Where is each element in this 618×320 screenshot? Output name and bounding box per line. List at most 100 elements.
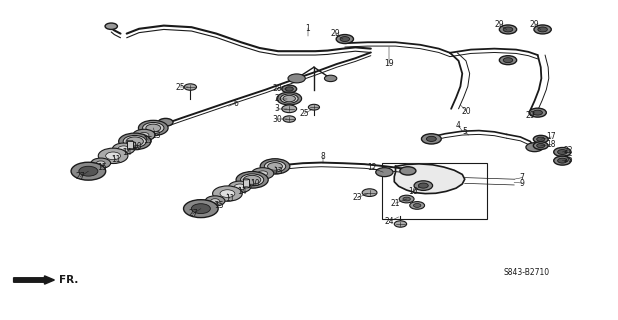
Circle shape bbox=[258, 171, 268, 176]
Circle shape bbox=[184, 200, 218, 218]
Circle shape bbox=[283, 95, 295, 102]
Text: 10: 10 bbox=[250, 180, 260, 188]
Circle shape bbox=[324, 75, 337, 82]
Text: 11: 11 bbox=[111, 156, 121, 164]
Text: 16: 16 bbox=[408, 188, 418, 196]
Circle shape bbox=[265, 161, 286, 172]
Polygon shape bbox=[14, 276, 54, 284]
Text: 18: 18 bbox=[546, 140, 556, 149]
Circle shape bbox=[146, 124, 161, 132]
Circle shape bbox=[192, 204, 210, 213]
Circle shape bbox=[96, 161, 105, 165]
Circle shape bbox=[285, 87, 294, 91]
Text: 23: 23 bbox=[352, 193, 362, 202]
Circle shape bbox=[220, 190, 235, 197]
Ellipse shape bbox=[252, 168, 274, 179]
Text: 15: 15 bbox=[214, 201, 224, 210]
Circle shape bbox=[394, 221, 407, 227]
Text: 21: 21 bbox=[391, 199, 400, 208]
Text: 29: 29 bbox=[330, 29, 340, 38]
Text: 20: 20 bbox=[462, 107, 472, 116]
Circle shape bbox=[308, 104, 320, 110]
Text: 8: 8 bbox=[320, 152, 325, 161]
Text: 2: 2 bbox=[274, 94, 279, 103]
Text: 27: 27 bbox=[75, 172, 85, 181]
Text: 12: 12 bbox=[367, 164, 377, 172]
Text: 3: 3 bbox=[274, 104, 279, 113]
Circle shape bbox=[118, 146, 129, 152]
Ellipse shape bbox=[133, 129, 155, 141]
Text: 13: 13 bbox=[151, 131, 161, 140]
Circle shape bbox=[126, 137, 143, 146]
Circle shape bbox=[119, 133, 151, 150]
Ellipse shape bbox=[243, 179, 249, 180]
Circle shape bbox=[158, 118, 173, 126]
Ellipse shape bbox=[229, 181, 251, 193]
Circle shape bbox=[362, 189, 377, 196]
Ellipse shape bbox=[213, 186, 242, 201]
Text: 25: 25 bbox=[299, 109, 309, 118]
Circle shape bbox=[283, 116, 295, 122]
Text: S843-B2710: S843-B2710 bbox=[504, 268, 549, 277]
Text: 29: 29 bbox=[494, 20, 504, 29]
Circle shape bbox=[536, 137, 545, 141]
Circle shape bbox=[533, 142, 548, 149]
Text: 22: 22 bbox=[564, 146, 574, 155]
Ellipse shape bbox=[127, 148, 133, 149]
Text: 24: 24 bbox=[384, 217, 394, 226]
Text: 15: 15 bbox=[97, 164, 107, 172]
Text: 9: 9 bbox=[520, 179, 525, 188]
Ellipse shape bbox=[98, 148, 128, 164]
Circle shape bbox=[414, 181, 433, 190]
Circle shape bbox=[410, 202, 425, 209]
Circle shape bbox=[418, 183, 428, 188]
Ellipse shape bbox=[127, 140, 133, 141]
Circle shape bbox=[376, 168, 393, 177]
Circle shape bbox=[211, 199, 219, 203]
Text: 27: 27 bbox=[188, 209, 198, 218]
Circle shape bbox=[533, 135, 548, 143]
Circle shape bbox=[240, 174, 264, 186]
Text: 26: 26 bbox=[564, 156, 574, 164]
Ellipse shape bbox=[205, 196, 225, 206]
Text: 4: 4 bbox=[456, 121, 461, 130]
Circle shape bbox=[138, 120, 168, 136]
Circle shape bbox=[529, 108, 546, 117]
Text: 25: 25 bbox=[176, 83, 185, 92]
Circle shape bbox=[400, 167, 416, 175]
Circle shape bbox=[503, 27, 513, 32]
Text: 5: 5 bbox=[462, 127, 467, 136]
Circle shape bbox=[554, 156, 571, 165]
Circle shape bbox=[282, 105, 297, 113]
Circle shape bbox=[139, 132, 149, 138]
Ellipse shape bbox=[91, 158, 111, 168]
Text: 28: 28 bbox=[272, 84, 282, 93]
Text: 17: 17 bbox=[546, 132, 556, 141]
Bar bbox=[243, 179, 249, 188]
Circle shape bbox=[184, 84, 197, 90]
Circle shape bbox=[236, 172, 268, 188]
Circle shape bbox=[260, 159, 290, 174]
Circle shape bbox=[281, 94, 298, 103]
Text: 19: 19 bbox=[384, 60, 394, 68]
Circle shape bbox=[421, 134, 441, 144]
Circle shape bbox=[413, 204, 421, 207]
Text: 30: 30 bbox=[272, 115, 282, 124]
Circle shape bbox=[554, 148, 571, 156]
Circle shape bbox=[534, 25, 551, 34]
Circle shape bbox=[277, 92, 302, 105]
Bar bbox=[382, 163, 487, 219]
Text: 1: 1 bbox=[305, 24, 310, 33]
Circle shape bbox=[340, 36, 350, 42]
Circle shape bbox=[536, 143, 545, 148]
Circle shape bbox=[526, 143, 543, 152]
Circle shape bbox=[538, 27, 548, 32]
Text: 14: 14 bbox=[122, 148, 132, 157]
Circle shape bbox=[106, 152, 121, 160]
Circle shape bbox=[105, 23, 117, 29]
Circle shape bbox=[243, 175, 261, 184]
Circle shape bbox=[234, 184, 245, 190]
Bar bbox=[127, 141, 133, 149]
Circle shape bbox=[79, 166, 98, 176]
Circle shape bbox=[499, 56, 517, 65]
